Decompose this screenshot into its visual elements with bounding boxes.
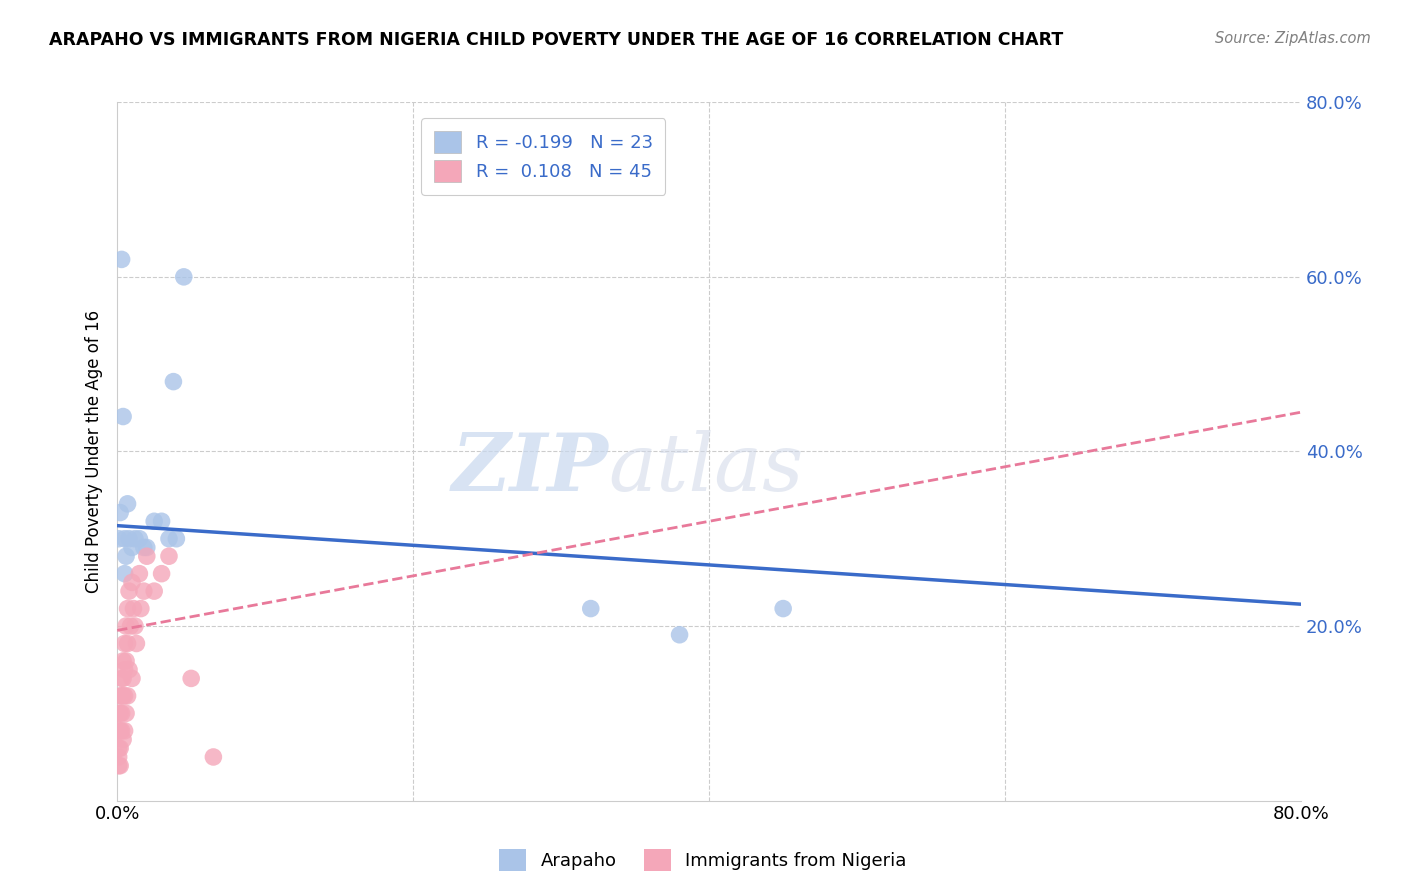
Point (120, 619, 142, 633)
Point (143, 584, 166, 599)
Point (125, 636, 148, 650)
Point (115, 706, 138, 721)
Point (112, 732, 135, 747)
Point (162, 375, 184, 389)
Text: ARAPAHO VS IMMIGRANTS FROM NIGERIA CHILD POVERTY UNDER THE AGE OF 16 CORRELATION: ARAPAHO VS IMMIGRANTS FROM NIGERIA CHILD… (49, 31, 1063, 49)
Text: ZIP: ZIP (451, 430, 609, 508)
Point (107, 532, 129, 546)
Point (111, 723, 134, 738)
Point (117, 601, 139, 615)
Point (114, 532, 136, 546)
Point (107, 741, 129, 756)
Point (108, 706, 131, 721)
Point (108, 758, 131, 772)
Point (117, 689, 139, 703)
Point (150, 566, 173, 581)
Point (114, 723, 136, 738)
Point (107, 750, 129, 764)
Legend: Arapaho, Immigrants from Nigeria: Arapaho, Immigrants from Nigeria (492, 842, 914, 879)
Y-axis label: Child Poverty Under the Age of 16: Child Poverty Under the Age of 16 (86, 310, 103, 593)
Point (115, 654, 138, 668)
Point (108, 506, 131, 520)
Point (157, 532, 180, 546)
Point (117, 497, 139, 511)
Point (118, 663, 141, 677)
Point (108, 741, 131, 756)
Point (150, 514, 173, 528)
Point (165, 532, 187, 546)
Point (111, 706, 134, 721)
Point (135, 549, 157, 564)
Point (107, 758, 129, 772)
Point (202, 750, 225, 764)
Point (121, 672, 143, 686)
Point (132, 584, 155, 599)
Point (173, 269, 195, 284)
Point (122, 601, 145, 615)
Text: Source: ZipAtlas.com: Source: ZipAtlas.com (1215, 31, 1371, 46)
Point (112, 672, 135, 686)
Point (112, 654, 135, 668)
Point (115, 549, 138, 564)
Point (112, 689, 135, 703)
Point (124, 619, 146, 633)
Point (668, 628, 690, 642)
Point (114, 636, 136, 650)
Point (132, 541, 155, 555)
Point (118, 532, 141, 546)
Point (143, 514, 166, 528)
Point (124, 532, 146, 546)
Point (108, 689, 131, 703)
Point (111, 672, 134, 686)
Point (117, 636, 139, 650)
Point (114, 566, 136, 581)
Point (128, 566, 150, 581)
Point (115, 619, 138, 633)
Point (772, 601, 794, 615)
Point (128, 532, 150, 546)
Point (129, 601, 152, 615)
Point (114, 663, 136, 677)
Text: atlas: atlas (609, 430, 804, 508)
Point (107, 723, 129, 738)
Point (107, 706, 129, 721)
Point (579, 601, 602, 615)
Point (121, 575, 143, 590)
Legend: R = -0.199   N = 23, R =  0.108   N = 45: R = -0.199 N = 23, R = 0.108 N = 45 (422, 119, 665, 194)
Point (111, 252, 134, 267)
Point (108, 723, 131, 738)
Point (135, 541, 157, 555)
Point (112, 409, 135, 424)
Point (114, 689, 136, 703)
Point (118, 584, 141, 599)
Point (180, 672, 202, 686)
Point (121, 541, 143, 555)
Point (111, 689, 134, 703)
Point (157, 549, 180, 564)
